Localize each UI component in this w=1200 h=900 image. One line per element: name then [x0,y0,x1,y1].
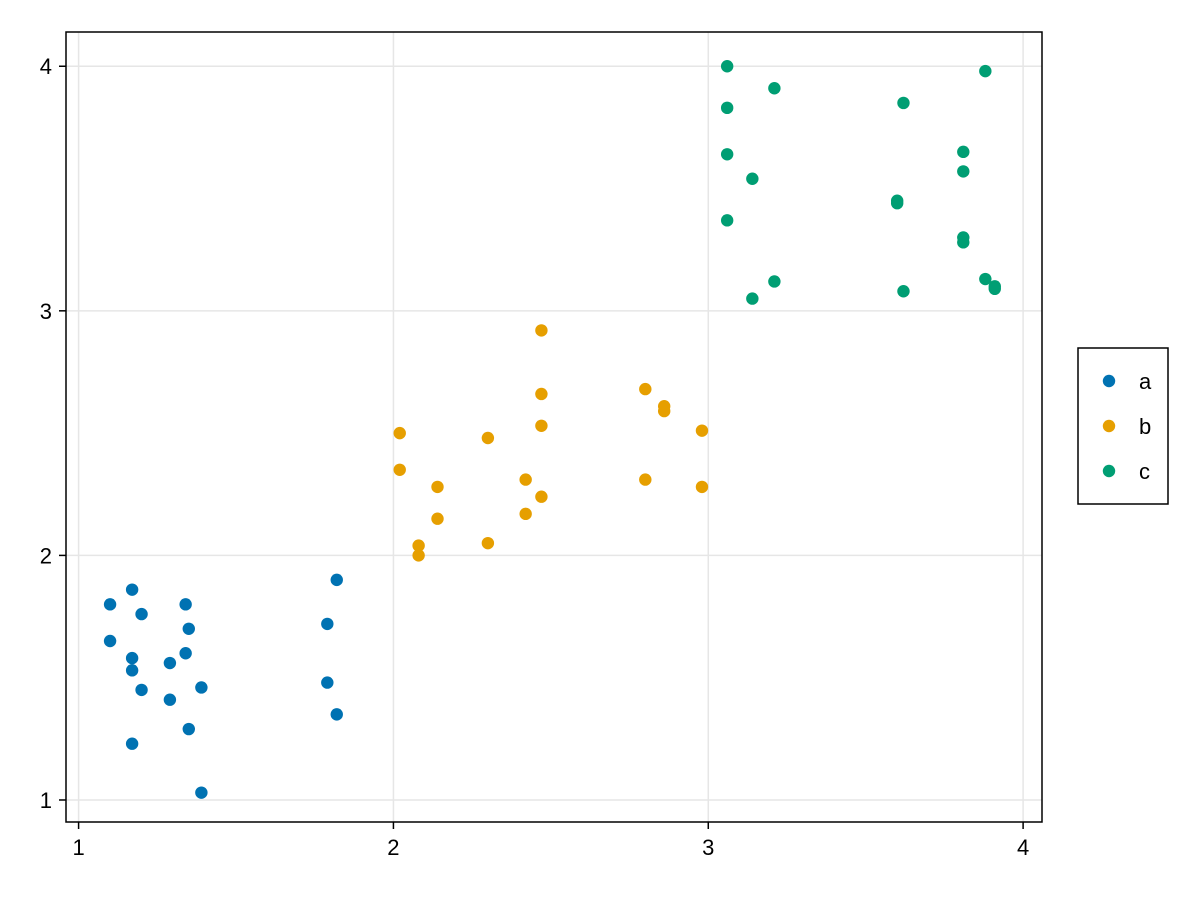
point-series-c [720,148,734,161]
point-series-a [182,622,195,635]
plot-frame [65,31,1043,823]
y-tick-label: 4 [40,54,52,79]
point-series-b [535,324,548,337]
legend-label-a: a [1139,369,1152,394]
point-series-b [639,382,652,396]
point-series-b [639,473,652,486]
point-series-c [720,101,734,115]
point-series-b [431,512,444,525]
point-series-a [125,583,139,596]
point-series-a [195,681,208,694]
x-tick-label: 1 [72,835,84,860]
point-series-a [330,573,343,587]
point-series-b [519,507,532,521]
point-series-a [125,737,139,750]
point-series-c [768,275,781,288]
point-series-c [979,272,992,286]
point-series-c [979,64,992,78]
point-series-c [897,285,910,298]
point-series-b [412,539,425,552]
point-series-c [746,172,759,185]
point-series-a [103,598,117,611]
legend-box [1077,347,1169,505]
point-series-c [890,197,904,210]
point-series-a [330,708,343,721]
y-tick-label: 3 [40,299,52,324]
x-tick-label: 4 [1017,835,1029,860]
y-tick-label: 2 [40,543,52,568]
point-series-c [988,282,1001,296]
point-series-b [412,549,425,562]
point-series-b [535,387,548,401]
point-series-b [519,473,532,486]
point-series-b [481,536,495,550]
point-series-c [957,165,970,178]
point-series-c [957,145,970,159]
point-series-a [179,598,192,611]
data-points [103,60,1001,799]
legend-marker-b [1102,419,1116,433]
point-series-b [535,490,548,503]
legend-marker-a [1102,374,1116,388]
point-series-b [393,463,406,477]
point-series-a [135,607,148,621]
grid-lines [66,32,1042,822]
point-series-b [695,424,709,437]
point-series-b [535,419,548,432]
point-series-c [897,96,910,110]
point-series-b [481,431,495,445]
legend-marker-c [1102,464,1116,478]
x-tick-label: 2 [387,835,399,860]
point-series-c [720,60,734,73]
point-series-a [179,647,192,660]
point-series-a [163,693,177,706]
y-tick-label: 1 [40,788,52,813]
point-series-b [393,426,406,440]
point-series-a [321,676,334,689]
legend: abc [1077,347,1169,505]
point-series-a [321,617,334,631]
point-series-c [768,82,781,95]
legend-label-b: b [1139,414,1151,439]
point-series-a [163,656,177,670]
point-series-b [695,480,709,494]
x-tick-label: 3 [702,835,714,860]
axis-ticks: 1 2 3 4 1 2 3 4 [40,54,1029,860]
point-series-b [657,404,671,418]
point-series-a [125,664,139,677]
point-series-c [720,214,734,227]
legend-label-c: c [1139,459,1150,484]
point-series-a [103,634,117,648]
point-series-a [182,722,195,736]
point-series-a [135,683,148,697]
point-series-b [431,480,444,494]
point-series-a [125,651,139,665]
point-series-a [195,786,208,799]
point-series-c [746,292,759,305]
point-series-c [957,236,970,249]
